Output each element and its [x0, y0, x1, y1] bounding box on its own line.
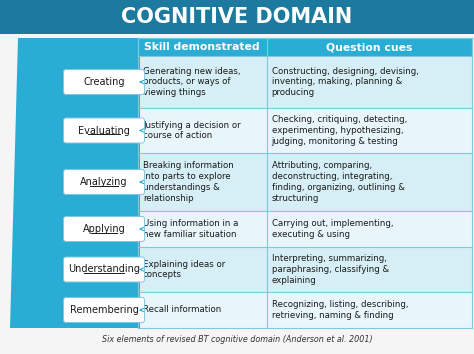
Bar [138, 38, 266, 56]
Text: Analyzing: Analyzing [80, 177, 128, 187]
Text: Evaluating: Evaluating [78, 126, 130, 136]
Text: COGNITIVE DOMAIN: COGNITIVE DOMAIN [121, 7, 353, 27]
Text: Skill demonstrated: Skill demonstrated [145, 42, 260, 52]
Text: Using information in a
new familiar situation: Using information in a new familiar situ… [143, 219, 238, 239]
Text: Justifying a decision or
course of action: Justifying a decision or course of actio… [143, 121, 241, 141]
Text: Applying: Applying [82, 224, 126, 234]
Text: Recognizing, listing, describing,
retrieving, naming & finding: Recognizing, listing, describing, retrie… [272, 300, 408, 320]
Bar [138, 211, 266, 247]
Bar [266, 56, 472, 108]
FancyBboxPatch shape [64, 257, 145, 282]
Text: Explaining ideas or
concepts: Explaining ideas or concepts [143, 259, 225, 279]
Bar [138, 56, 266, 108]
FancyBboxPatch shape [64, 118, 145, 143]
FancyBboxPatch shape [64, 297, 145, 322]
Text: Recall information: Recall information [143, 306, 221, 314]
Text: Constructing, designing, devising,
inventing, making, planning &
producing: Constructing, designing, devising, inven… [272, 67, 419, 97]
Text: Carrying out, implementing,
executing & using: Carrying out, implementing, executing & … [272, 219, 393, 239]
Text: Checking, critiquing, detecting,
experimenting, hypothesizing,
judging, monitori: Checking, critiquing, detecting, experim… [272, 115, 407, 146]
Text: Six elements of revised BT cognitive domain (Anderson et al. 2001): Six elements of revised BT cognitive dom… [102, 335, 372, 344]
Bar [138, 292, 266, 328]
Bar [138, 153, 266, 211]
Text: Understanding: Understanding [68, 264, 140, 274]
FancyBboxPatch shape [64, 217, 145, 241]
Bar [266, 247, 472, 292]
FancyBboxPatch shape [64, 69, 145, 95]
Text: Breaking information
into parts to explore
understandings &
relationship: Breaking information into parts to explo… [143, 161, 234, 202]
Bar [266, 211, 472, 247]
Text: Remembering: Remembering [70, 305, 138, 315]
Bar [138, 108, 266, 153]
Text: Attributing, comparing,
deconstructing, integrating,
finding, organizing, outlin: Attributing, comparing, deconstructing, … [272, 161, 404, 202]
Bar [266, 292, 472, 328]
Bar [266, 108, 472, 153]
Bar [266, 38, 472, 56]
Text: Creating: Creating [83, 77, 125, 87]
Bar [0, 0, 474, 34]
Text: Interpreting, summarizing,
paraphrasing, classifying &
explaining: Interpreting, summarizing, paraphrasing,… [272, 254, 389, 285]
Text: Question cues: Question cues [326, 42, 412, 52]
Polygon shape [10, 38, 140, 328]
Bar [266, 153, 472, 211]
FancyBboxPatch shape [64, 170, 145, 194]
Text: Generating new ideas,
products, or ways of
viewing things: Generating new ideas, products, or ways … [143, 67, 240, 97]
Bar [138, 247, 266, 292]
